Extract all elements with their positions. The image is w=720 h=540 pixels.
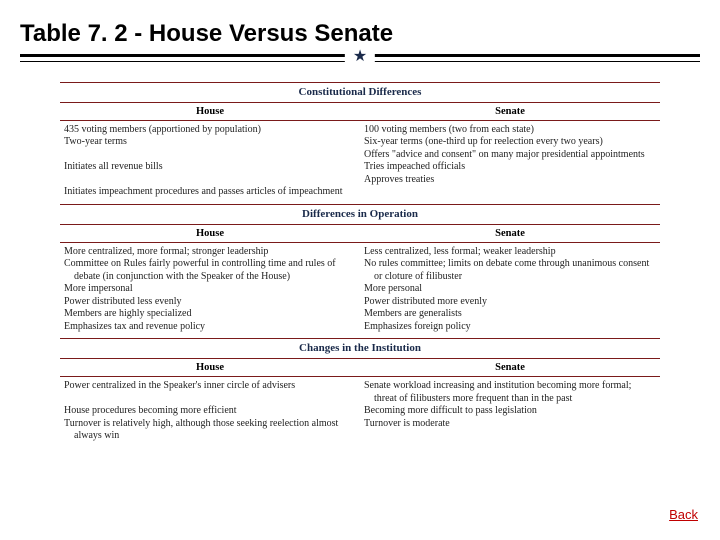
table-row: More centralized, more formal; stronger …: [60, 243, 660, 337]
cell-text: Power distributed more evenly: [364, 296, 656, 309]
cell-text: More centralized, more formal; stronger …: [64, 246, 356, 259]
cell-text: Initiates impeachment procedures and pas…: [64, 186, 356, 199]
cell-text: Turnover is relatively high, although th…: [64, 418, 356, 443]
column-header-row: House Senate: [60, 225, 660, 243]
cell-text: Two-year terms: [64, 136, 356, 149]
section-heading: Differences in Operation: [60, 205, 660, 225]
column-header-row: House Senate: [60, 359, 660, 377]
star-icon: ★: [345, 49, 375, 65]
cell-house: Power centralized in the Speaker's inner…: [60, 380, 360, 443]
cell-text: Senate workload increasing and instituti…: [364, 380, 656, 405]
cell-text: [64, 149, 356, 162]
column-header-house: House: [60, 225, 360, 242]
cell-senate: 100 voting members (two from each state)…: [360, 124, 660, 199]
cell-text: [64, 393, 356, 406]
cell-text: 100 voting members (two from each state): [364, 124, 656, 137]
cell-text: No rules committee; limits on debate com…: [364, 258, 656, 283]
cell-text: Tries impeached officials: [364, 161, 656, 174]
cell-text: Emphasizes foreign policy: [364, 321, 656, 334]
cell-text: More personal: [364, 283, 656, 296]
cell-text: Becoming more difficult to pass legislat…: [364, 405, 656, 418]
column-header-row: House Senate: [60, 103, 660, 121]
cell-text: Six-year terms (one-third up for reelect…: [364, 136, 656, 149]
cell-text: 435 voting members (apportioned by popul…: [64, 124, 356, 137]
cell-text: Committee on Rules fairly powerful in co…: [64, 258, 356, 283]
comparison-table: Constitutional Differences House Senate …: [60, 82, 660, 446]
cell-text: House procedures becoming more efficient: [64, 405, 356, 418]
section-heading: Constitutional Differences: [60, 82, 660, 103]
cell-house: More centralized, more formal; stronger …: [60, 246, 360, 334]
column-header-senate: Senate: [360, 103, 660, 120]
column-header-house: House: [60, 359, 360, 376]
table-row: 435 voting members (apportioned by popul…: [60, 121, 660, 202]
cell-text: Turnover is moderate: [364, 418, 656, 431]
cell-text: Members are generalists: [364, 308, 656, 321]
table-row: Power centralized in the Speaker's inner…: [60, 377, 660, 446]
cell-house: 435 voting members (apportioned by popul…: [60, 124, 360, 199]
cell-senate: Less centralized, less formal; weaker le…: [360, 246, 660, 334]
column-header-house: House: [60, 103, 360, 120]
cell-text: Offers "advice and consent" on many majo…: [364, 149, 656, 162]
column-header-senate: Senate: [360, 225, 660, 242]
column-header-senate: Senate: [360, 359, 660, 376]
cell-text: Members are highly specialized: [64, 308, 356, 321]
title-divider: ★: [20, 54, 700, 74]
cell-text: Less centralized, less formal; weaker le…: [364, 246, 656, 259]
cell-text: More impersonal: [64, 283, 356, 296]
back-link[interactable]: Back: [669, 507, 698, 522]
section-heading: Changes in the Institution: [60, 339, 660, 359]
cell-text: Initiates all revenue bills: [64, 161, 356, 174]
cell-text: Power centralized in the Speaker's inner…: [64, 380, 356, 393]
cell-text: Emphasizes tax and revenue policy: [64, 321, 356, 334]
cell-text: [64, 174, 356, 187]
cell-text: Approves treaties: [364, 174, 656, 187]
cell-senate: Senate workload increasing and instituti…: [360, 380, 660, 443]
page-title: Table 7. 2 - House Versus Senate: [0, 0, 720, 54]
cell-text: Power distributed less evenly: [64, 296, 356, 309]
